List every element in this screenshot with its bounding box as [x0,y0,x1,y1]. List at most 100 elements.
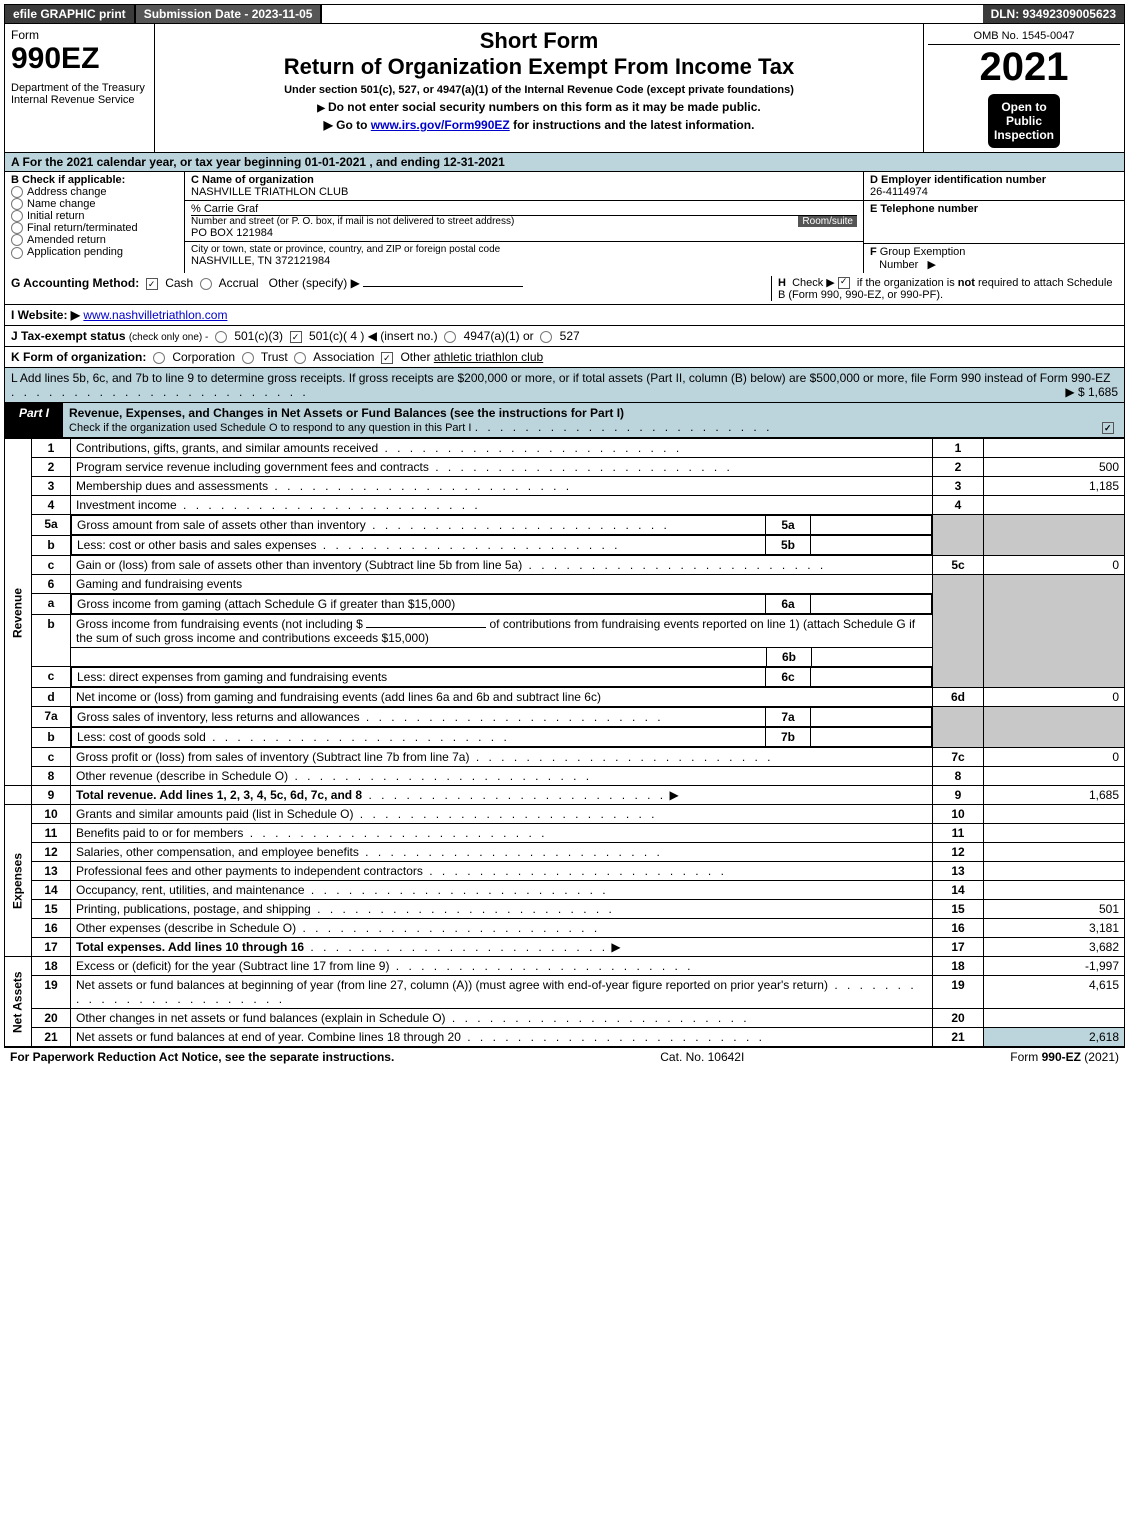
chk-cash[interactable] [146,278,158,290]
d-label: D Employer identification number [870,174,1118,186]
line21-text: Net assets or fund balances at end of ye… [76,1030,461,1044]
line6b-pre: Gross income from fundraising events (no… [76,617,363,631]
footer-left: For Paperwork Reduction Act Notice, see … [10,1050,394,1064]
row-k: K Form of organization: Corporation Trus… [4,347,1125,368]
line5c-text: Gain or (loss) from sale of assets other… [76,558,522,572]
line7a-text: Gross sales of inventory, less returns a… [77,710,360,724]
j-hint: (check only one) - [129,332,208,343]
row-i: I Website: ▶ www.nashvilletriathlon.com [4,305,1125,326]
chk-assoc[interactable] [294,352,306,364]
line15-v: 501 [984,900,1125,919]
e-label: E Telephone number [870,203,1118,215]
form-number: 990EZ [11,42,148,76]
chk-schedule-b[interactable] [838,277,850,289]
line11-n: 11 [933,824,984,843]
section-c: C Name of organization NASHVILLE TRIATHL… [185,172,864,273]
line17-v: 3,682 [984,938,1125,957]
chk-trust[interactable] [242,352,254,364]
part1-label: Part I [5,403,63,437]
goto-link[interactable]: ▶ Go to Go to www.irs.gov/Form990EZ for … [159,118,919,132]
line17-text: Total expenses. Add lines 10 through 16 [76,940,304,954]
chk-schedule-o[interactable] [1102,422,1114,434]
line6-text: Gaming and fundraising events [71,575,933,594]
f-label: F [870,246,877,258]
chk-amended-return[interactable]: Amended return [27,234,106,246]
l-amount: ▶ $ 1,685 [1065,385,1118,399]
line12-n: 12 [933,843,984,862]
line16-n: 16 [933,919,984,938]
part1-check-text: Check if the organization used Schedule … [69,422,471,434]
line13-n: 13 [933,862,984,881]
line18-v: -1,997 [984,957,1125,976]
chk-application-pending[interactable]: Application pending [27,246,123,258]
efile-label: efile GRAPHIC print [5,5,136,23]
line13-v [984,862,1125,881]
chk-501c3[interactable] [215,331,227,343]
chk-initial-return[interactable]: Initial return [27,210,84,222]
line6d-v: 0 [984,688,1125,707]
chk-final-return[interactable]: Final return/terminated [27,222,138,234]
section-def: D Employer identification number 26-4114… [864,172,1124,273]
part1-header: Part I Revenue, Expenses, and Changes in… [4,403,1125,438]
org-name: NASHVILLE TRIATHLON CLUB [191,186,348,198]
line1-n: 1 [933,439,984,458]
line10-v [984,805,1125,824]
short-form-title: Short Form [159,28,919,54]
line12-v [984,843,1125,862]
line9-n: 9 [933,786,984,805]
submission-date: Submission Date - 2023-11-05 [136,5,323,23]
side-revenue: Revenue [5,439,32,786]
chk-501c[interactable] [290,331,302,343]
line1-text: Contributions, gifts, grants, and simila… [76,441,378,455]
chk-4947[interactable] [444,331,456,343]
other-method: Other (specify) ▶ [269,276,360,290]
line2-n: 2 [933,458,984,477]
line9-v: 1,685 [984,786,1125,805]
line20-v [984,1009,1125,1028]
footer-right: Form 990-EZ (2021) [1010,1050,1119,1064]
line6c-text: Less: direct expenses from gaming and fu… [72,668,765,686]
footer-mid: Cat. No. 10642I [660,1050,744,1064]
b-label: B Check if applicable: [11,174,178,186]
chk-address-change[interactable]: Address change [27,186,107,198]
line13-text: Professional fees and other payments to … [76,864,423,878]
line6b-n: 6b [766,648,812,666]
chk-corp[interactable] [153,352,165,364]
cash-label: Cash [165,276,193,290]
chk-name-change[interactable]: Name change [27,198,96,210]
line2-v: 500 [984,458,1125,477]
ssn-warning: Do not enter social security numbers on … [159,100,919,114]
chk-527[interactable] [540,331,552,343]
line7c-text: Gross profit or (loss) from sales of inv… [76,750,469,764]
line11-text: Benefits paid to or for members [76,826,243,840]
side-net-assets: Net Assets [5,957,32,1047]
h-label: H [778,277,786,289]
chk-accrual[interactable] [200,278,212,290]
line7c-v: 0 [984,748,1125,767]
line10-n: 10 [933,805,984,824]
line18-n: 18 [933,957,984,976]
line7c-n: 7c [933,748,984,767]
line16-text: Other expenses (describe in Schedule O) [76,921,296,935]
room-label: Room/suite [798,216,857,227]
line19-text: Net assets or fund balances at beginning… [76,978,828,992]
line-a: A For the 2021 calendar year, or tax yea… [4,153,1125,172]
line14-n: 14 [933,881,984,900]
website-link[interactable]: www.nashvilletriathlon.com [83,308,227,322]
section-b: B Check if applicable: Address change Na… [5,172,185,273]
line4-text: Investment income [76,498,177,512]
line12-text: Salaries, other compensation, and employ… [76,845,359,859]
line9-text: Total revenue. Add lines 1, 2, 3, 4, 5c,… [76,788,362,802]
org-info-block: B Check if applicable: Address change Na… [4,172,1125,273]
chk-other-org[interactable] [381,352,393,364]
org-type-other: athletic triathlon club [434,350,543,364]
line14-text: Occupancy, rent, utilities, and maintena… [76,883,305,897]
line3-text: Membership dues and assessments [76,479,268,493]
line4-v [984,496,1125,515]
line3-v: 1,185 [984,477,1125,496]
line7b-text: Less: cost of goods sold [77,730,206,744]
row-l: L Add lines 5b, 6c, and 7b to line 9 to … [4,368,1125,403]
line4-n: 4 [933,496,984,515]
line10-text: Grants and similar amounts paid (list in… [76,807,353,821]
line5a-n: 5a [765,516,811,534]
